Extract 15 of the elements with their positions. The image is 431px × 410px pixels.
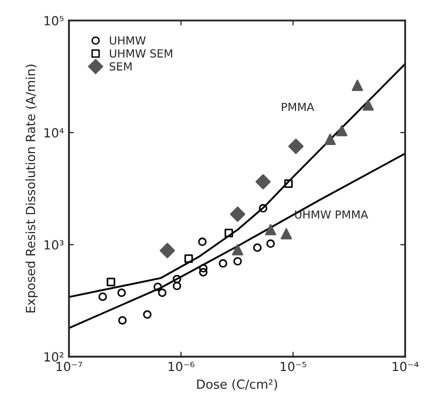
legend-label: SEM (110, 62, 132, 71)
legend-label: UHMW (110, 36, 146, 45)
x-axis-title: Dose (C/cm²) (197, 379, 278, 390)
y-axis-title: Exposed Resist Dissolution Rate (A/min) (26, 64, 38, 312)
x-tick-label: 10⁻⁵ (280, 362, 306, 372)
x-tick-label: 10⁻⁶ (168, 362, 194, 372)
annotation: PMMA (282, 102, 314, 111)
legend-label: UHMW SEM (110, 49, 172, 58)
annotation: UHMW PMMA (295, 210, 368, 219)
x-tick-label: 10⁻⁴ (392, 362, 418, 372)
x-tick-label: 10⁻⁷ (56, 362, 82, 372)
y-tick-label: 10⁴ (44, 128, 64, 138)
y-tick-label: 10² (44, 352, 64, 362)
y-tick-label: 10⁵ (44, 16, 64, 26)
y-tick-label: 10³ (44, 240, 64, 250)
